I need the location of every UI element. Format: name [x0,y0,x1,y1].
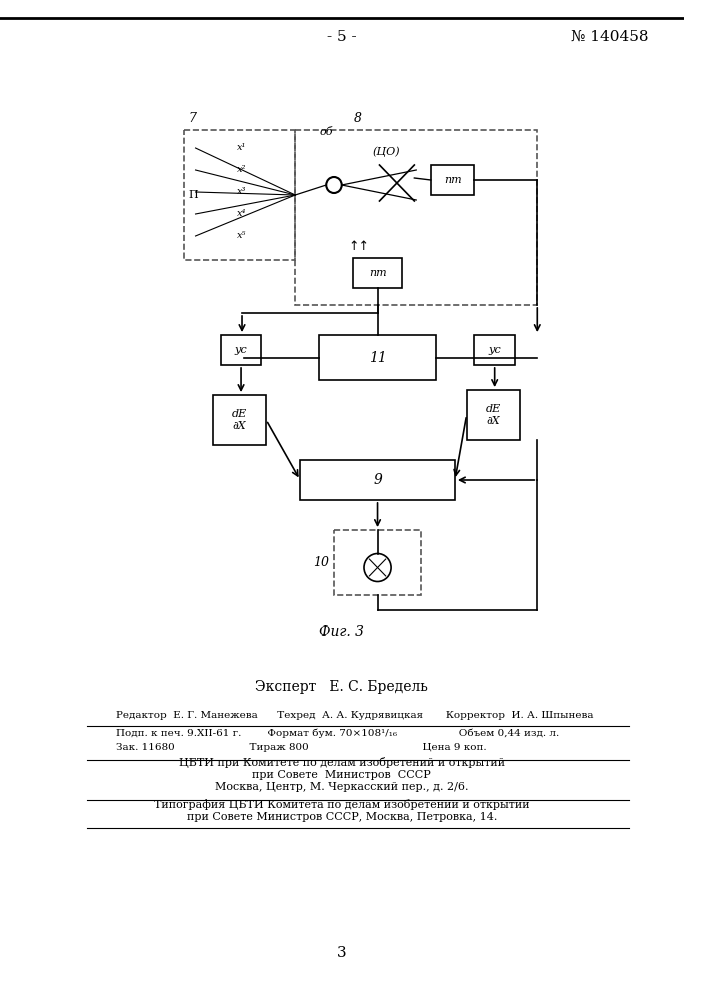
Text: П: П [189,190,199,200]
Text: x²: x² [237,165,247,174]
Circle shape [364,554,391,582]
FancyBboxPatch shape [467,390,520,440]
Text: № 140458: № 140458 [571,30,648,44]
FancyBboxPatch shape [221,335,262,365]
Text: Типография ЦБТИ Комитета по делам изобретений и открытий: Типография ЦБТИ Комитета по делам изобре… [154,799,530,810]
FancyBboxPatch shape [320,335,436,380]
Text: Эксперт   Е. С. Бредель: Эксперт Е. С. Бредель [255,680,428,694]
Text: x³: x³ [237,188,247,196]
Text: при Совете Министров СССР, Москва, Петровка, 14.: при Совете Министров СССР, Москва, Петро… [187,812,497,822]
Text: Фиг. 3: Фиг. 3 [320,625,364,639]
Text: ЦБТИ при Комитете по делам изобретений и открытий: ЦБТИ при Комитете по делам изобретений и… [179,757,505,768]
Text: x¹: x¹ [237,143,247,152]
FancyBboxPatch shape [354,258,402,288]
Text: Зак. 11680                       Тираж 800                                   Цен: Зак. 11680 Тираж 800 Цен [116,743,487,752]
Text: - 5 -: - 5 - [327,30,356,44]
Text: ↑↑: ↑↑ [349,240,370,253]
FancyBboxPatch shape [300,460,455,500]
Text: ус: ус [489,345,501,355]
Text: 3: 3 [337,946,346,960]
Text: пт: пт [444,175,462,185]
FancyBboxPatch shape [431,165,474,195]
Text: Подп. к печ. 9.ХІІ-61 г.        Формат бум. 70×108¹/₁₆                   Объем 0: Подп. к печ. 9.ХІІ-61 г. Формат бум. 70×… [116,728,559,738]
Text: (ЦО): (ЦО) [373,146,400,157]
Text: 10: 10 [313,556,329,569]
FancyBboxPatch shape [474,335,515,365]
Text: 8: 8 [354,112,361,125]
Circle shape [326,177,341,193]
Text: x⁵: x⁵ [237,232,247,240]
Text: dE
∂X: dE ∂X [486,404,501,426]
Text: Москва, Центр, М. Черкасский пер., д. 2/6.: Москва, Центр, М. Черкасский пер., д. 2/… [215,782,469,792]
Text: Редактор  Е. Г. Манежева      Техред  А. А. Кудрявицкая       Корректор  И. А. Ш: Редактор Е. Г. Манежева Техред А. А. Куд… [116,711,594,720]
Text: ус: ус [235,345,247,355]
Text: пт: пт [369,268,386,278]
Text: при Совете  Министров  СССР: при Совете Министров СССР [252,770,431,780]
Text: 7: 7 [189,112,197,125]
Text: dE
∂X: dE ∂X [232,409,247,431]
Text: x⁴: x⁴ [237,210,247,219]
Text: 11: 11 [368,351,387,364]
Text: об: об [320,127,333,137]
FancyBboxPatch shape [213,395,267,445]
Text: 9: 9 [373,473,382,487]
